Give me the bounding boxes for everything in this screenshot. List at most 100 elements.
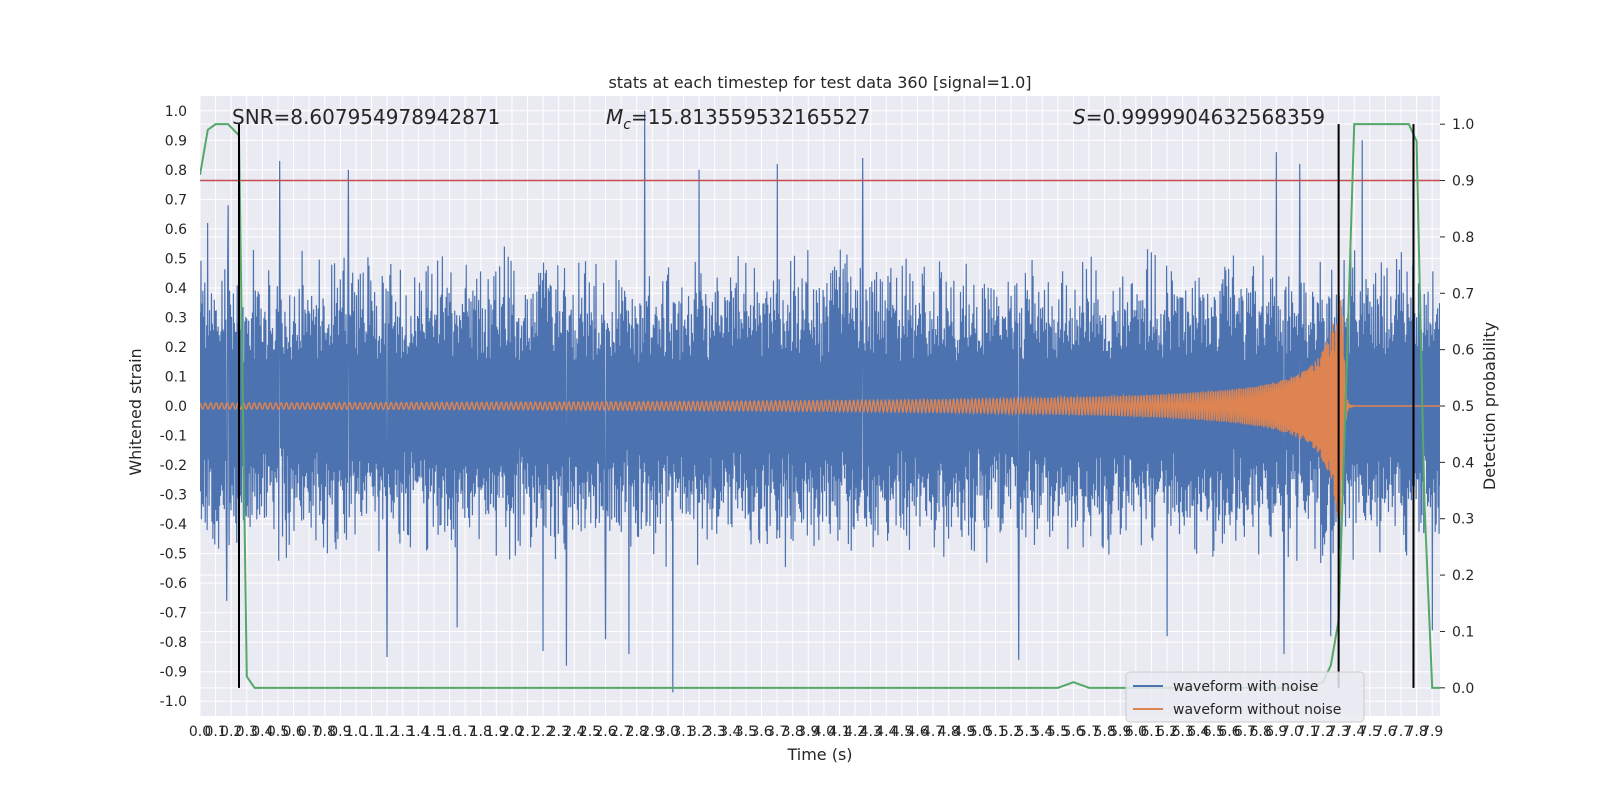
y-tick-label: 0.7 xyxy=(165,192,187,208)
x-tick-label: 5.3 xyxy=(1016,724,1038,740)
x-tick-label: 0.9 xyxy=(329,724,351,740)
x-tick-label: 2.3 xyxy=(548,724,570,740)
chirp-mass-value: =15.813559532165527 xyxy=(631,105,870,129)
y2-tick-label: 0.1 xyxy=(1452,624,1474,640)
x-tick-label: 0.7 xyxy=(298,724,320,740)
y2-tick-label: 0.0 xyxy=(1452,681,1474,697)
x-tick-label: 5.5 xyxy=(1047,724,1069,740)
x-tick-label: 1.8 xyxy=(470,724,492,740)
x-tick-label: 1.9 xyxy=(485,724,507,740)
y-tick-label: -0.9 xyxy=(160,665,187,681)
x-tick-label: 1.4 xyxy=(407,724,429,740)
x-tick-label: 2.4 xyxy=(563,724,585,740)
y-tick-label: 0.4 xyxy=(165,281,187,297)
x-tick-label: 0.1 xyxy=(204,724,226,740)
x-tick-label: 1.5 xyxy=(423,724,445,740)
score-value: =0.9999904632568359 xyxy=(1086,105,1325,129)
x-tick-label: 5.4 xyxy=(1031,724,1053,740)
x-tick-label: 1.1 xyxy=(360,724,382,740)
x-tick-label: 3.7 xyxy=(766,724,788,740)
x-axis-label: Time (s) xyxy=(786,745,852,764)
y2-tick-label: 0.3 xyxy=(1452,512,1474,528)
x-tick-label: 2.7 xyxy=(610,724,632,740)
x-tick-label: 6.9 xyxy=(1265,724,1287,740)
y-tick-label: -1.0 xyxy=(160,694,187,710)
x-tick-label: 6.8 xyxy=(1249,724,1271,740)
x-tick-label: 4.4 xyxy=(875,724,897,740)
x-tick-label: 4.3 xyxy=(860,724,882,740)
y-tick-label: 0.1 xyxy=(165,369,187,385)
y-tick-label: -0.3 xyxy=(160,488,187,504)
x-tick-label: 3.5 xyxy=(735,724,757,740)
x-tick-label: 2.6 xyxy=(594,724,616,740)
y-tick-label: 0.6 xyxy=(165,222,187,238)
y-tick-label: -0.1 xyxy=(160,429,187,445)
x-tick-label: 5.2 xyxy=(1000,724,1022,740)
x-tick-label: 1.6 xyxy=(438,724,460,740)
chirp-mass-symbol: M xyxy=(606,105,623,129)
x-tick-label: 5.8 xyxy=(1094,724,1116,740)
y-axis-ticks: 1.0 0.9 0.8 0.7 0.6 0.5 0.4 0.3 0.2 0.1 0.0 -0.1 -0.… xyxy=(160,104,187,710)
legend-label-clean: waveform without noise xyxy=(1173,702,1341,718)
x-tick-label: 5.6 xyxy=(1062,724,1084,740)
chirp-mass-subscript: c xyxy=(623,117,631,133)
x-tick-label: 2.2 xyxy=(532,724,554,740)
x-axis-ticks: 0.00.10.20.30.40.50.60.70.80.91.01.11.21… xyxy=(189,724,1443,740)
x-tick-label: 6.4 xyxy=(1187,724,1209,740)
y2-axis-ticks: 1.0 0.9 0.8 0.7 0.6 0.5 0.4 0.3 0.2 0.1 0.0 xyxy=(1440,117,1474,697)
x-tick-label: 2.8 xyxy=(626,724,648,740)
x-tick-label: 7.4 xyxy=(1343,724,1365,740)
score-symbol: S xyxy=(1073,105,1086,129)
y2-tick-label: 0.5 xyxy=(1452,399,1474,415)
x-tick-label: 0.6 xyxy=(282,724,304,740)
chart-title: stats at each timestep for test data 360… xyxy=(608,73,1031,92)
y-tick-label: -0.6 xyxy=(160,576,187,592)
x-tick-label: 5.9 xyxy=(1109,724,1131,740)
x-tick-label: 5.0 xyxy=(969,724,991,740)
x-tick-label: 4.8 xyxy=(938,724,960,740)
x-tick-label: 7.8 xyxy=(1405,724,1427,740)
y-tick-label: 0.0 xyxy=(165,399,187,415)
x-tick-label: 5.1 xyxy=(984,724,1006,740)
x-tick-label: 0.5 xyxy=(267,724,289,740)
y-tick-label: -0.7 xyxy=(160,606,187,622)
y2-tick-label: 0.8 xyxy=(1452,230,1474,246)
vertical-markers xyxy=(237,124,1415,688)
x-tick-label: 3.6 xyxy=(750,724,772,740)
x-tick-label: 4.9 xyxy=(953,724,975,740)
x-tick-label: 3.1 xyxy=(672,724,694,740)
y-tick-label: -0.8 xyxy=(160,635,187,651)
y-tick-label: 0.9 xyxy=(165,133,187,149)
y2-tick-label: 0.9 xyxy=(1452,174,1474,190)
x-tick-label: 3.4 xyxy=(719,724,741,740)
x-tick-label: 0.8 xyxy=(314,724,336,740)
x-tick-label: 4.6 xyxy=(906,724,928,740)
x-tick-label: 0.0 xyxy=(189,724,211,740)
x-tick-label: 4.7 xyxy=(922,724,944,740)
y2-tick-label: 0.4 xyxy=(1452,455,1474,471)
x-tick-label: 2.0 xyxy=(501,724,523,740)
x-tick-label: 7.2 xyxy=(1312,724,1334,740)
x-tick-label: 2.1 xyxy=(516,724,538,740)
x-tick-label: 7.5 xyxy=(1359,724,1381,740)
snr-annotation: SNR=8.607954978942871 xyxy=(232,105,500,129)
x-tick-label: 3.3 xyxy=(704,724,726,740)
x-tick-label: 1.3 xyxy=(392,724,414,740)
x-tick-label: 1.0 xyxy=(345,724,367,740)
x-tick-label: 7.6 xyxy=(1374,724,1396,740)
x-tick-label: 6.7 xyxy=(1234,724,1256,740)
y2-tick-label: 1.0 xyxy=(1452,117,1474,133)
x-tick-label: 6.0 xyxy=(1125,724,1147,740)
x-tick-label: 6.1 xyxy=(1140,724,1162,740)
y-tick-label: 0.2 xyxy=(165,340,187,356)
x-tick-label: 7.1 xyxy=(1296,724,1318,740)
x-tick-label: 3.9 xyxy=(797,724,819,740)
legend-label-noise: waveform with noise xyxy=(1173,679,1318,695)
y-tick-label: -0.5 xyxy=(160,547,187,563)
y2-tick-label: 0.2 xyxy=(1452,568,1474,584)
waveform-with-noise-series xyxy=(200,110,1440,693)
x-tick-label: 3.8 xyxy=(782,724,804,740)
score-annotation: S=0.9999904632568359 xyxy=(1073,105,1325,129)
waveform-with-noise-line xyxy=(200,110,1440,693)
